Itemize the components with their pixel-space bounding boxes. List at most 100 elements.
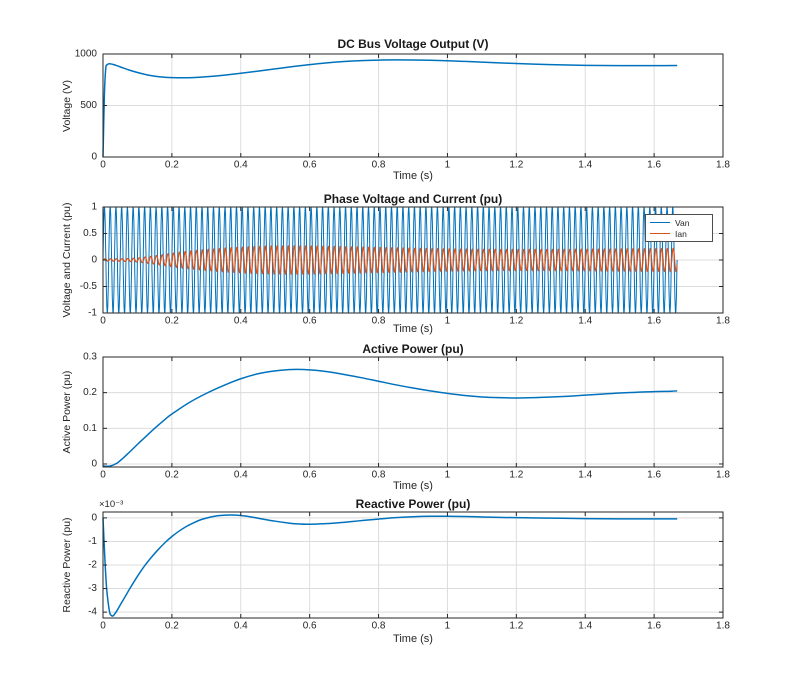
svg-text:1.8: 1.8 [716, 620, 730, 631]
subplot4-title: Reactive Power (pu) [355, 497, 471, 511]
subplot2-title: Phase Voltage and Current (pu) [323, 192, 503, 206]
legend-entry-ian: Ian [646, 228, 712, 239]
svg-text:1.4: 1.4 [578, 159, 592, 170]
svg-text:1.6: 1.6 [647, 159, 661, 170]
ian-line-sample-icon [650, 233, 670, 234]
svg-text:0: 0 [100, 159, 106, 170]
svg-text:0.4: 0.4 [234, 620, 248, 631]
subplot3-grid [103, 357, 723, 467]
svg-text:1.2: 1.2 [509, 315, 523, 326]
svg-text:0: 0 [91, 512, 97, 523]
subplot2-xlabel: Time (s) [393, 323, 433, 335]
subplot3-line-0 [102, 368, 678, 468]
subplot4-grid [103, 512, 723, 618]
svg-text:1: 1 [445, 620, 451, 631]
svg-text:0.2: 0.2 [165, 315, 179, 326]
svg-text:0: 0 [91, 458, 97, 469]
subplot2-series [102, 206, 678, 314]
svg-text:1.2: 1.2 [509, 620, 523, 631]
svg-text:1.8: 1.8 [716, 469, 730, 480]
subplot2: 0 0.2 0.4 0.6 0.8 1 1.2 1.4 1.6 1.8 -1 -0.5 0 0.5 1 [80, 202, 731, 327]
svg-text:0: 0 [100, 315, 106, 326]
subplot1-line-0 [102, 59, 678, 158]
svg-text:0.6: 0.6 [303, 159, 317, 170]
subplot1-grid [103, 54, 723, 157]
svg-text:1.2: 1.2 [509, 159, 523, 170]
svg-text:0: 0 [100, 620, 106, 631]
subplot3-ticks [102, 356, 724, 467]
subplot1: 0 0.2 0.4 0.6 0.8 1 1.2 1.4 1.6 1.8 0 500 1000 [75, 49, 731, 171]
subplot3-xlabel: Time (s) [393, 480, 433, 492]
subplot4-series [102, 514, 678, 617]
svg-text:0.2: 0.2 [165, 159, 179, 170]
subplot2-ylabel: Voltage and Current (pu) [61, 202, 73, 318]
svg-text:0.2: 0.2 [83, 387, 97, 398]
svg-text:1: 1 [445, 469, 451, 480]
svg-text:1.4: 1.4 [578, 620, 592, 631]
svg-text:1000: 1000 [75, 49, 98, 60]
svg-text:0.4: 0.4 [234, 159, 248, 170]
subplot3-tick-labels: 0 0.2 0.4 0.6 0.8 1 1.2 1.4 1.6 1.8 0 0.1 0.2 0.3 [83, 352, 730, 481]
svg-text:1.4: 1.4 [578, 469, 592, 480]
subplot1-ylabel: Voltage (V) [61, 80, 73, 132]
subplot4-tick-labels: 0 0.2 0.4 0.6 0.8 1 1.2 1.4 1.6 1.8 -4 -3 -2 -1 0 [88, 512, 730, 631]
subplot1-tick-labels: 0 0.2 0.4 0.6 0.8 1 1.2 1.4 1.6 1.8 0 500 1000 [75, 49, 731, 171]
svg-text:0: 0 [91, 152, 97, 163]
svg-text:500: 500 [80, 100, 97, 111]
subplot1-series [102, 59, 678, 158]
subplot4: 0 0.2 0.4 0.6 0.8 1 1.2 1.4 1.6 1.8 -4 -3 -2 -1 0 [88, 511, 730, 631]
legend-entry-van: Van [646, 217, 712, 228]
legend-label-ian: Ian [675, 228, 687, 239]
legend-box: Van Ian [645, 214, 713, 242]
subplot4-line-0 [102, 514, 678, 617]
svg-text:-3: -3 [88, 583, 97, 594]
subplot1-ticks [102, 53, 724, 158]
svg-text:1: 1 [91, 202, 97, 213]
subplot2-ticks [102, 206, 724, 314]
svg-text:0.6: 0.6 [303, 315, 317, 326]
svg-text:0.8: 0.8 [372, 620, 386, 631]
svg-text:-1: -1 [88, 536, 97, 547]
subplot2-tick-labels: 0 0.2 0.4 0.6 0.8 1 1.2 1.4 1.6 1.8 -1 -0.5 0 0.5 1 [80, 202, 731, 327]
subplot1-xlabel: Time (s) [393, 170, 433, 182]
svg-text:0.4: 0.4 [234, 469, 248, 480]
subplot3-axes-box [102, 356, 724, 468]
van-line-sample-icon [650, 222, 670, 223]
svg-text:0.2: 0.2 [165, 469, 179, 480]
subplot3-ylabel: Active Power (pu) [61, 370, 73, 454]
subplot4-ticks [102, 512, 724, 618]
svg-text:1.6: 1.6 [647, 620, 661, 631]
svg-text:0.4: 0.4 [234, 315, 248, 326]
svg-text:-1: -1 [88, 308, 97, 319]
svg-text:0.6: 0.6 [303, 469, 317, 480]
legend-label-van: Van [675, 217, 690, 228]
svg-text:0.3: 0.3 [83, 352, 97, 363]
svg-text:-0.5: -0.5 [80, 281, 98, 292]
svg-text:1: 1 [445, 159, 451, 170]
svg-text:-2: -2 [88, 560, 97, 571]
subplot2-line-ian [102, 245, 678, 275]
svg-text:0.1: 0.1 [83, 423, 97, 434]
svg-text:1.6: 1.6 [647, 469, 661, 480]
svg-text:0: 0 [100, 469, 106, 480]
subplot4-xlabel: Time (s) [393, 633, 433, 645]
subplot4-y-exponent: ×10⁻³ [99, 499, 124, 510]
svg-text:1.8: 1.8 [716, 315, 730, 326]
svg-text:1.2: 1.2 [509, 469, 523, 480]
svg-text:0.5: 0.5 [83, 228, 97, 239]
svg-text:0.8: 0.8 [372, 469, 386, 480]
subplot3: 0 0.2 0.4 0.6 0.8 1 1.2 1.4 1.6 1.8 0 0.1 0.2 0.3 [83, 352, 730, 481]
svg-text:0.2: 0.2 [165, 620, 179, 631]
svg-text:1.4: 1.4 [578, 315, 592, 326]
svg-text:0.8: 0.8 [372, 159, 386, 170]
svg-text:0.6: 0.6 [303, 620, 317, 631]
svg-text:-4: -4 [88, 607, 97, 618]
svg-text:1: 1 [445, 315, 451, 326]
svg-text:1.8: 1.8 [716, 159, 730, 170]
subplot4-ylabel: Reactive Power (pu) [61, 517, 73, 613]
svg-text:1.6: 1.6 [647, 315, 661, 326]
subplot3-title: Active Power (pu) [362, 342, 464, 356]
subplot1-title: DC Bus Voltage Output (V) [337, 37, 489, 51]
